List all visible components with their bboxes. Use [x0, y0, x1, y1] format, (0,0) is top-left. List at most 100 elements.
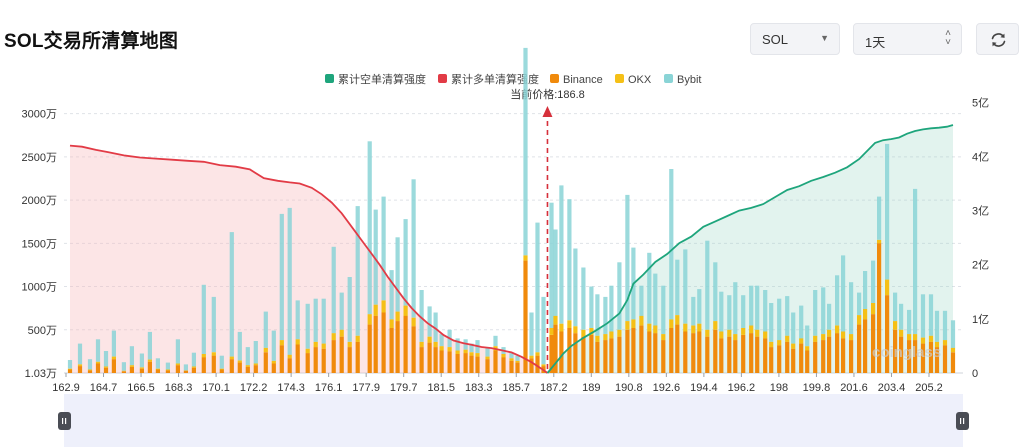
bar-bybit	[535, 222, 540, 353]
x-tick-label: 185.7	[502, 382, 530, 394]
bar-bybit	[733, 282, 738, 335]
bar-okx	[805, 346, 810, 351]
bar-bybit	[719, 291, 724, 332]
current-price-label: 当前价格:186.8	[510, 87, 585, 101]
bar-binance	[669, 328, 674, 373]
bar-bybit	[553, 229, 558, 316]
bar-binance	[433, 347, 438, 373]
bar-okx	[727, 329, 732, 337]
bar-bybit	[741, 295, 746, 329]
bar-bybit	[355, 206, 360, 336]
bar-okx	[253, 363, 258, 366]
bar-okx	[305, 348, 310, 354]
long-liquidation-area	[70, 145, 548, 373]
bar-binance	[111, 359, 116, 373]
bar-binance	[755, 336, 760, 373]
y-axis-left: 1.03万 500万 1000万 1500万 2000万 2500万 3000万	[22, 109, 57, 380]
bar-binance	[877, 243, 882, 373]
y-right-tick-label: 0	[972, 368, 978, 380]
bar-bybit	[603, 296, 608, 335]
bar-okx	[733, 334, 738, 341]
bar-okx	[447, 347, 452, 352]
zoom-slider-track[interactable]	[64, 394, 963, 447]
watermark: coinglass	[872, 344, 941, 361]
x-tick-label: 179.7	[390, 382, 418, 394]
x-tick-label: 181.5	[427, 382, 455, 394]
bar-okx	[683, 323, 688, 332]
bar-okx	[295, 339, 300, 345]
bar-bybit	[95, 339, 101, 362]
bar-bybit	[697, 289, 702, 324]
bar-binance	[469, 355, 474, 373]
bar-okx	[609, 331, 614, 339]
refresh-icon	[991, 33, 1006, 47]
y-right-tick-label: 1亿	[972, 313, 989, 326]
bar-bybit	[305, 303, 310, 349]
bar-binance	[559, 331, 564, 373]
bar-okx	[647, 323, 652, 332]
bar-binance	[841, 338, 846, 373]
bar-bybit	[523, 47, 528, 256]
bar-bybit	[595, 294, 600, 336]
bar-binance	[355, 341, 360, 373]
bar-binance	[863, 319, 868, 373]
bar-bybit	[805, 325, 810, 347]
bar-binance	[653, 333, 658, 373]
bar-binance	[515, 362, 520, 373]
x-tick-label: 168.3	[165, 382, 193, 394]
bar-okx	[139, 367, 144, 369]
bar-bybit	[661, 285, 666, 335]
bar-binance	[245, 366, 250, 373]
bar-okx	[755, 329, 760, 337]
x-tick-label: 205.2	[915, 382, 943, 394]
bar-bybit	[950, 320, 956, 348]
bar-okx	[567, 320, 572, 329]
bar-okx	[321, 343, 326, 349]
bar-binance	[581, 336, 586, 373]
bar-binance	[493, 350, 498, 373]
bar-bybit	[287, 207, 292, 355]
bar-bybit	[77, 343, 83, 365]
bar-bybit	[639, 285, 644, 316]
bar-okx	[67, 368, 73, 370]
bar-okx	[455, 350, 460, 354]
zoom-handle-left[interactable]	[58, 412, 71, 430]
bar-bybit	[877, 196, 882, 240]
bar-bybit	[271, 330, 276, 361]
bar-bybit	[139, 353, 144, 368]
bar-bybit	[913, 188, 918, 335]
bar-okx	[821, 334, 826, 341]
period-select[interactable]: 1天 ˄ ˅	[853, 23, 962, 55]
zoom-handle-right[interactable]	[956, 412, 969, 430]
x-tick-label: 194.4	[690, 382, 718, 394]
refresh-button[interactable]	[976, 23, 1019, 55]
bar-binance	[719, 338, 724, 373]
x-tick-label: 189	[582, 382, 600, 394]
symbol-select[interactable]: SOL ▼	[750, 23, 840, 55]
bar-okx	[165, 369, 170, 371]
bar-binance	[175, 365, 180, 373]
bar-binance	[749, 333, 754, 373]
bar-binance	[439, 350, 444, 373]
bar-okx	[87, 369, 93, 371]
bar-bybit	[155, 358, 160, 369]
y-left-tick-label: 1000万	[22, 282, 57, 294]
bar-okx	[769, 341, 774, 348]
bar-okx	[287, 354, 292, 359]
bar-okx	[841, 331, 846, 339]
bar-okx	[111, 356, 116, 360]
bar-binance	[928, 341, 934, 373]
bar-bybit	[755, 285, 760, 330]
bar-bybit	[515, 355, 520, 361]
bar-okx	[791, 343, 796, 349]
bar-binance	[871, 314, 876, 373]
bar-binance	[713, 329, 718, 373]
bar-okx	[469, 352, 474, 356]
bar-binance	[705, 336, 710, 373]
zoom-slider[interactable]	[58, 394, 969, 447]
bar-binance	[313, 347, 318, 373]
long-liquidation-line	[69, 144, 549, 374]
bar-okx	[749, 325, 754, 334]
bar-bybit	[835, 275, 840, 326]
bar-binance	[103, 367, 109, 373]
